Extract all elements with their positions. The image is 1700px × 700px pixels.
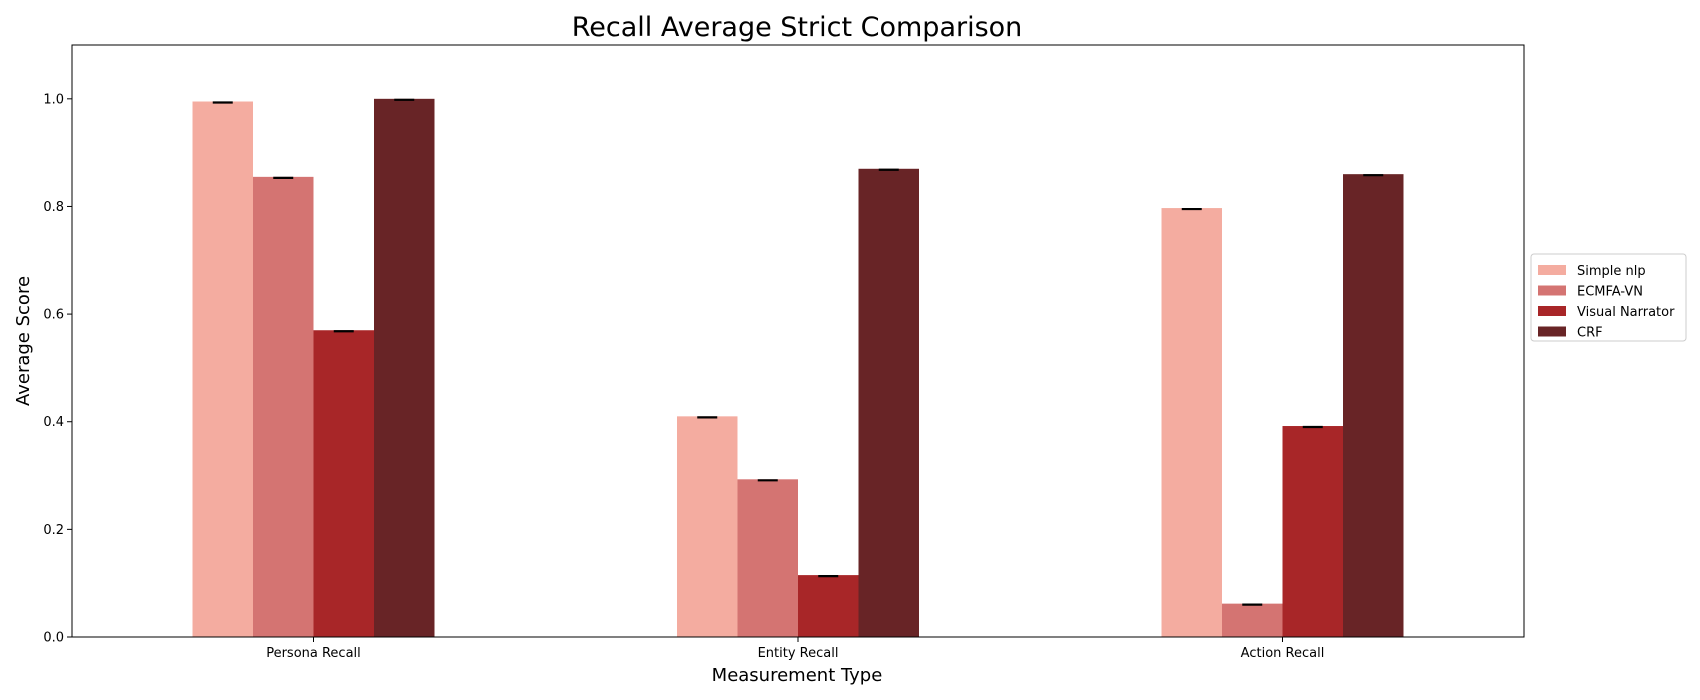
bar [192, 101, 253, 637]
x-axis: Persona Recall Entity Recall Action Recall [266, 637, 1324, 661]
legend-label: Visual Narrator [1577, 305, 1675, 320]
y-tick-label: 0.2 [43, 523, 64, 538]
bar [1222, 603, 1283, 637]
bar [1282, 426, 1343, 637]
bar [737, 479, 798, 637]
legend-swatch [1538, 265, 1566, 275]
x-axis-title: Measurement Type [712, 665, 883, 686]
bar [858, 168, 919, 638]
y-tick-label: 0.4 [43, 415, 64, 430]
legend-label: Simple nlp [1577, 264, 1646, 279]
y-axis: 0.0 0.2 0.4 0.6 0.8 1.0 [43, 92, 72, 646]
y-axis-title: Average Score [13, 276, 34, 406]
bar [313, 330, 374, 637]
bar [677, 416, 738, 637]
legend-swatch [1538, 306, 1566, 316]
y-tick-label: 0.0 [43, 631, 64, 646]
legend-label: CRF [1577, 326, 1603, 341]
y-tick-label: 0.8 [43, 200, 64, 215]
y-tick-label: 0.6 [43, 308, 64, 323]
chart-title: Recall Average Strict Comparison [572, 12, 1023, 43]
bar [253, 176, 314, 637]
bar [798, 575, 859, 637]
y-tick-label: 1.0 [43, 92, 64, 107]
error-bars-group [212, 98, 1384, 606]
bar [1161, 208, 1222, 637]
legend-label: ECMFA-VN [1577, 285, 1643, 300]
x-tick-label: Entity Recall [758, 646, 839, 661]
x-tick-label: Action Recall [1241, 646, 1325, 661]
legend-swatch [1538, 285, 1566, 296]
legend: Simple nlp ECMFA-VN Visual Narrator CRF [1530, 253, 1687, 342]
bar [1343, 174, 1404, 637]
legend-swatch [1538, 326, 1566, 337]
bar [374, 98, 435, 638]
x-tick-label: Persona Recall [266, 646, 361, 661]
bars-group [192, 98, 1404, 638]
legend-box [1530, 253, 1687, 342]
